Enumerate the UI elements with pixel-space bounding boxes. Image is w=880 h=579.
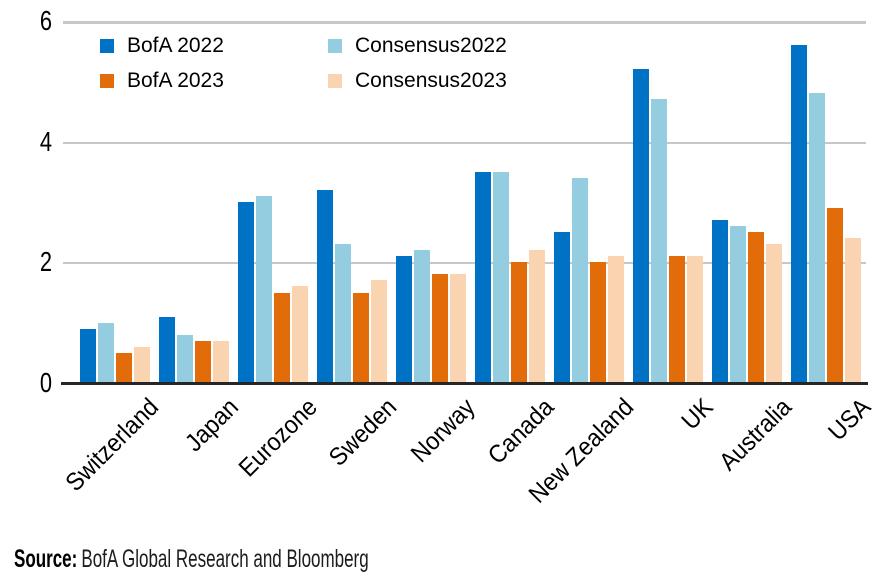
bar-group (312, 21, 391, 383)
legend-label: Consensus2023 (355, 69, 507, 92)
source-text: BofA Global Research and Bloomberg (81, 545, 369, 573)
bar-group (787, 21, 866, 383)
bar-consensus2022 (730, 226, 747, 383)
bar-bofa-2022 (316, 189, 333, 383)
bar-consensus2023 (212, 340, 229, 383)
bar-consensus2023 (449, 274, 466, 383)
bar-bofa-2023 (352, 292, 369, 383)
bar-bofa-2022 (237, 202, 254, 383)
legend-label: BofA 2022 (127, 34, 224, 57)
legend-item-consensus-2022: Consensus2022 (328, 35, 507, 57)
bar-consensus2023 (133, 346, 150, 383)
bar-consensus2023 (529, 250, 546, 383)
bar-bofa-2023 (431, 274, 448, 383)
gridline (63, 141, 866, 144)
bar-bofa-2023 (827, 208, 844, 383)
bar-bofa-2022 (554, 232, 571, 383)
bar-group (154, 21, 233, 383)
bar-bofa-2022 (633, 69, 650, 383)
bar-groups (75, 21, 866, 383)
bar-consensus2023 (766, 244, 783, 383)
bar-consensus2022 (176, 334, 193, 383)
legend-item-bofa-2022: BofA 2022 (100, 35, 328, 57)
x-axis-label: Norway (405, 393, 481, 468)
bar-consensus2022 (97, 322, 114, 383)
plot-area: BofA 2022 Consensus2022 BofA 2023 Consen… (61, 21, 868, 385)
bar-group (470, 21, 549, 383)
x-axis-label: Sweden (323, 393, 402, 472)
bar-group (708, 21, 787, 383)
bar-consensus2022 (255, 195, 272, 383)
bar-consensus2022 (809, 93, 826, 383)
bar-consensus2023 (687, 256, 704, 383)
x-axis-line (61, 382, 868, 385)
legend-item-bofa-2023: BofA 2023 (100, 70, 328, 92)
bar-bofa-2023 (273, 292, 290, 383)
gridline (63, 21, 866, 24)
bar-bofa-2022 (79, 328, 96, 383)
bar-bofa-2023 (669, 256, 686, 383)
bar-group (550, 21, 629, 383)
legend-swatch-bofa-2023 (100, 74, 114, 88)
x-axis-label: Japan (179, 393, 244, 458)
bar-bofa-2022 (475, 171, 492, 383)
bar-bofa-2023 (115, 352, 132, 383)
bar-consensus2022 (334, 244, 351, 383)
legend-label: BofA 2023 (127, 69, 224, 92)
x-axis-label: Australia (714, 393, 798, 477)
bar-bofa-2022 (791, 45, 808, 383)
legend-swatch-consensus-2023 (328, 74, 342, 88)
bar-consensus2022 (493, 171, 510, 383)
bar-bofa-2023 (194, 340, 211, 383)
y-tick-label: 4 (39, 125, 52, 157)
bar-group (75, 21, 154, 383)
x-axis-label: Eurozone (233, 393, 323, 483)
legend: BofA 2022 Consensus2022 BofA 2023 Consen… (100, 35, 507, 92)
source-line: Source: BofA Global Research and Bloomber… (14, 545, 369, 574)
gridline (63, 262, 866, 265)
bar-consensus2023 (291, 286, 308, 383)
bar-consensus2022 (413, 250, 430, 383)
bar-group (629, 21, 708, 383)
legend-item-consensus-2023: Consensus2023 (328, 70, 507, 92)
bar-consensus2022 (572, 177, 589, 383)
y-tick-label: 0 (39, 367, 52, 398)
bar-bofa-2022 (712, 220, 729, 383)
bar-group (233, 21, 312, 383)
bar-consensus2023 (608, 256, 625, 383)
y-tick-label: 6 (39, 5, 52, 36)
y-tick-label: 2 (39, 246, 52, 278)
bar-bofa-2022 (395, 256, 412, 383)
bar-bofa-2022 (158, 316, 175, 383)
source-label: Source: (14, 545, 78, 573)
bar-bofa-2023 (590, 262, 607, 383)
bar-consensus2022 (651, 99, 668, 383)
bar-bofa-2023 (511, 262, 528, 383)
x-axis-label: USA (823, 393, 877, 447)
bar-group (391, 21, 470, 383)
bar-consensus2023 (845, 238, 862, 383)
bar-consensus2023 (370, 280, 387, 383)
legend-swatch-bofa-2022 (100, 39, 114, 53)
bar-bofa-2023 (748, 232, 765, 383)
legend-swatch-consensus-2022 (328, 39, 342, 53)
x-axis-label: Switzerland (60, 393, 165, 497)
x-axis-label: UK (675, 393, 719, 436)
legend-label: Consensus2022 (355, 34, 507, 57)
x-axis-label: Canada (483, 393, 560, 470)
